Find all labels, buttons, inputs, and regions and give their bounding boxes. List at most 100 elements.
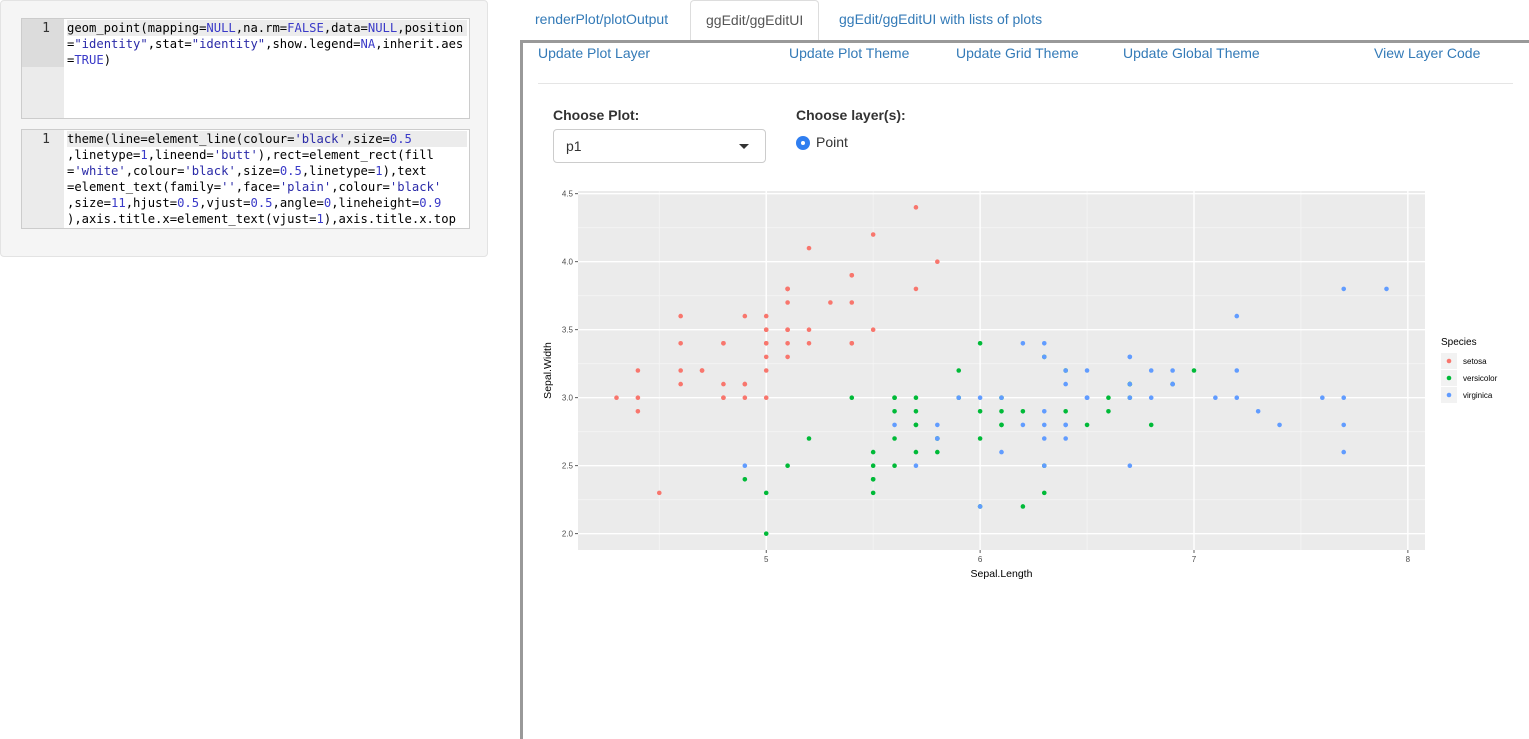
code-line: ='white',colour='black',size=0.5,linetyp… bbox=[67, 164, 427, 178]
point-versicolor bbox=[1020, 504, 1026, 509]
update-global-theme-button[interactable]: Update Global Theme bbox=[1123, 45, 1260, 61]
axes: 5 6 7 8 2.0 2.5 3.0 3.5 4.0 4.5 Sepal.Length Sepal.… bbox=[542, 190, 1411, 580]
point-virginica bbox=[1148, 368, 1154, 373]
update-plot-theme-button[interactable]: Update Plot Theme bbox=[789, 45, 910, 61]
point-virginica bbox=[1148, 395, 1154, 400]
divider bbox=[538, 83, 1513, 84]
point-setosa bbox=[849, 300, 855, 305]
point-virginica bbox=[1234, 368, 1240, 373]
point-virginica bbox=[1127, 463, 1133, 468]
legend-title: Species bbox=[1441, 337, 1477, 348]
choose-plot-select[interactable]: p1 bbox=[553, 129, 766, 163]
main-panel: Update Plot Layer Update Plot Theme Upda… bbox=[520, 40, 1529, 739]
point-setosa bbox=[785, 286, 790, 292]
point-setosa bbox=[678, 341, 683, 346]
point-setosa bbox=[763, 327, 769, 333]
point-versicolor bbox=[806, 436, 812, 441]
point-virginica bbox=[1020, 422, 1026, 428]
view-layer-code-button[interactable]: View Layer Code bbox=[1374, 45, 1481, 61]
point-setosa bbox=[678, 381, 683, 387]
point-setosa bbox=[678, 368, 683, 373]
legend-key-point bbox=[1446, 358, 1452, 364]
x-tick-label: 8 bbox=[1406, 555, 1411, 564]
point-virginica bbox=[1084, 395, 1090, 400]
point-setosa bbox=[763, 395, 769, 400]
point-setosa bbox=[763, 341, 769, 346]
line-gutter: 1 bbox=[22, 130, 64, 228]
point-versicolor bbox=[913, 408, 919, 414]
y-tick-label: 2.0 bbox=[562, 530, 574, 539]
data-points bbox=[614, 205, 1389, 536]
code-text[interactable]: theme(line=element_line(colour='black',s… bbox=[67, 131, 467, 227]
tab-renderplot[interactable]: renderPlot/plotOutput bbox=[535, 11, 669, 27]
code-text[interactable]: geom_point(mapping=NULL,na.rm=FALSE,data… bbox=[67, 20, 467, 68]
point-virginica bbox=[1041, 463, 1047, 468]
code-line: ="identity",stat="identity",show.legend=… bbox=[67, 37, 464, 51]
point-setosa bbox=[849, 341, 855, 346]
point-versicolor bbox=[742, 476, 748, 482]
radio-selected-icon[interactable] bbox=[796, 136, 810, 150]
line-number: 1 bbox=[42, 21, 50, 36]
y-tick-label: 3.5 bbox=[562, 326, 574, 335]
point-setosa bbox=[678, 313, 683, 319]
y-tick-label: 3.0 bbox=[562, 394, 574, 403]
point-setosa bbox=[763, 313, 769, 319]
point-setosa bbox=[742, 395, 748, 400]
tab-ggedit[interactable]: ggEdit/ggEditUI bbox=[690, 0, 820, 41]
plot-background bbox=[578, 191, 1425, 550]
point-setosa bbox=[635, 395, 641, 400]
point-versicolor bbox=[870, 463, 876, 468]
line-number: 1 bbox=[42, 132, 50, 147]
point-setosa bbox=[721, 341, 726, 346]
point-setosa bbox=[635, 368, 641, 373]
x-tick-label: 5 bbox=[764, 555, 769, 564]
legend-key-point bbox=[1446, 375, 1452, 381]
point-versicolor bbox=[1084, 422, 1090, 428]
point-versicolor bbox=[870, 490, 876, 496]
point-versicolor bbox=[913, 395, 919, 400]
code-line: geom_point(mapping=NULL,na.rm=FALSE,data… bbox=[67, 20, 467, 36]
point-setosa bbox=[870, 232, 876, 237]
point-setosa bbox=[785, 327, 790, 333]
point-setosa bbox=[656, 490, 662, 496]
point-versicolor bbox=[977, 341, 983, 346]
point-virginica bbox=[1063, 368, 1068, 373]
point-virginica bbox=[1041, 341, 1047, 346]
point-virginica bbox=[1384, 286, 1389, 292]
point-virginica bbox=[1041, 436, 1047, 441]
point-setosa bbox=[742, 381, 748, 387]
point-virginica bbox=[1341, 449, 1347, 455]
point-virginica bbox=[1341, 286, 1347, 292]
point-virginica bbox=[1277, 422, 1282, 428]
point-virginica bbox=[1213, 395, 1218, 400]
theme-code-editor[interactable]: 1 theme(line=element_line(colour='black'… bbox=[21, 129, 470, 229]
point-setosa bbox=[763, 354, 769, 360]
point-versicolor bbox=[935, 449, 940, 455]
point-virginica bbox=[1234, 313, 1240, 319]
layer-code-editor[interactable]: 1 geom_point(mapping=NULL,na.rm=FALSE,da… bbox=[21, 18, 470, 119]
code-line: =element_text(family='',face='plain',col… bbox=[67, 180, 442, 194]
point-virginica bbox=[1063, 436, 1068, 441]
point-virginica bbox=[742, 463, 748, 468]
point-virginica bbox=[977, 395, 983, 400]
point-setosa bbox=[870, 327, 876, 333]
update-plot-layer-button[interactable]: Update Plot Layer bbox=[538, 45, 651, 61]
point-versicolor bbox=[1020, 408, 1026, 414]
point-virginica bbox=[977, 504, 983, 509]
action-bar: Update Plot Layer Update Plot Theme Upda… bbox=[523, 43, 1529, 85]
point-virginica bbox=[1084, 368, 1090, 373]
tab-ggedit-lists[interactable]: ggEdit/ggEditUI with lists of plots bbox=[839, 11, 1043, 27]
point-setosa bbox=[806, 245, 812, 251]
point-setosa bbox=[721, 395, 726, 400]
point-versicolor bbox=[1191, 368, 1197, 373]
point-versicolor bbox=[956, 368, 962, 373]
point-versicolor bbox=[1063, 408, 1068, 414]
point-virginica bbox=[1320, 395, 1325, 400]
point-versicolor bbox=[763, 490, 769, 496]
y-tick-label: 2.5 bbox=[562, 462, 574, 471]
point-versicolor bbox=[977, 436, 983, 441]
point-virginica bbox=[935, 436, 940, 441]
point-versicolor bbox=[1106, 408, 1111, 414]
update-grid-theme-button[interactable]: Update Grid Theme bbox=[956, 45, 1079, 61]
point-versicolor bbox=[892, 436, 897, 441]
